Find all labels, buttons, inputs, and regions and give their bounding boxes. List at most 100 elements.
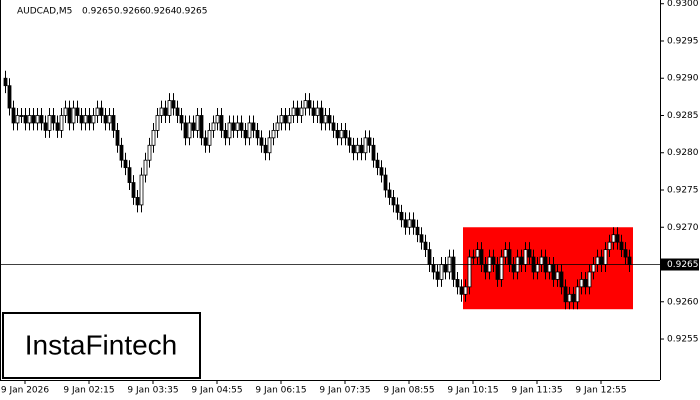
candle-body — [43, 122, 48, 131]
y-tick-label: 0.9255 — [667, 335, 699, 345]
candle-body — [323, 115, 328, 124]
candle-body — [579, 279, 584, 288]
candle-body — [11, 107, 16, 124]
candle-body — [259, 137, 264, 146]
candle-body — [39, 115, 44, 124]
candle-body — [299, 107, 304, 116]
candle-body — [175, 107, 180, 116]
candle-body — [559, 271, 564, 288]
candle-body — [455, 279, 460, 288]
candle-body — [495, 264, 500, 280]
candle-body — [7, 85, 12, 109]
candle-body — [135, 197, 140, 206]
candle-body — [623, 249, 628, 258]
candle-body — [415, 226, 420, 236]
y-tick-label: 0.9295 — [667, 36, 699, 46]
candle-body — [451, 256, 456, 280]
candle-body — [239, 122, 244, 131]
candle-body — [35, 115, 40, 124]
candle-body — [539, 256, 544, 265]
candle-body — [591, 264, 596, 273]
candle-body — [563, 286, 568, 303]
candle-body — [551, 264, 556, 280]
candle-body — [519, 256, 524, 265]
x-tick-label: 9 Jan 11:35 — [511, 386, 562, 396]
candle-body — [367, 137, 372, 146]
candle-body — [463, 286, 468, 295]
y-tick-label: 0.9275 — [667, 186, 699, 196]
candle-body — [583, 279, 588, 288]
candle-body — [67, 107, 72, 124]
candle-body — [159, 107, 164, 116]
candle-body — [359, 144, 364, 154]
current-price-box — [661, 258, 699, 271]
candle-body — [343, 129, 348, 139]
x-tick-label: 9 Jan 03:35 — [127, 386, 178, 396]
candle-body — [187, 122, 192, 139]
candle-body — [215, 115, 220, 124]
candle-body — [87, 115, 92, 124]
candle-body — [291, 107, 296, 116]
candle-body — [191, 122, 196, 131]
candle-body — [151, 129, 156, 146]
candle-body — [371, 144, 376, 161]
candle-body — [503, 249, 508, 258]
candle-body — [119, 144, 124, 161]
candle-body — [459, 286, 464, 295]
candle-body — [23, 115, 28, 124]
candle-body — [3, 77, 8, 87]
candle-body — [407, 219, 412, 228]
candle-body — [103, 115, 108, 124]
candle-body — [347, 137, 352, 146]
candle-body — [183, 122, 188, 139]
candle-body — [315, 107, 320, 116]
candle-body — [327, 115, 332, 124]
candle-body — [511, 264, 516, 273]
candle-body — [139, 174, 144, 206]
candle-body — [571, 293, 576, 303]
candles-layer — [3, 70, 632, 310]
candle-body — [599, 256, 604, 265]
candle-body — [211, 122, 216, 131]
y-tick-label: 0.9280 — [667, 148, 699, 158]
x-tick-label: 9 Jan 04:55 — [191, 386, 242, 396]
candle-body — [399, 211, 404, 221]
candle-body — [99, 107, 104, 116]
candle-body — [147, 144, 152, 161]
candle-body — [467, 256, 472, 288]
candle-body — [91, 115, 96, 124]
candle-body — [567, 293, 572, 303]
candle-body — [63, 107, 68, 116]
candle-body — [19, 115, 24, 117]
candle-body — [131, 182, 136, 198]
candle-body — [243, 129, 248, 139]
candle-body — [479, 249, 484, 265]
candle-body — [267, 137, 272, 154]
x-tick-label: 9 Jan 12:55 — [575, 386, 626, 396]
candle-body — [427, 249, 432, 265]
candle-body — [439, 264, 444, 280]
candle-body — [271, 129, 276, 139]
candle-body — [311, 107, 316, 116]
candle-body — [55, 122, 60, 131]
candle-body — [411, 219, 416, 228]
candle-body — [195, 115, 200, 131]
candle-body — [223, 129, 228, 139]
candle-body — [335, 129, 340, 139]
candle-body — [251, 122, 256, 131]
candle-body — [47, 115, 52, 131]
candle-body — [423, 241, 428, 251]
candle-body — [603, 249, 608, 265]
logo-box — [2, 312, 201, 379]
candle-body — [219, 115, 224, 131]
candle-body — [395, 204, 400, 213]
candle-body — [51, 115, 56, 124]
x-tick-label: 9 Jan 02:15 — [63, 386, 114, 396]
candle-body — [547, 264, 552, 273]
ohlc-low: 0.9264 — [145, 7, 177, 17]
candle-body — [403, 219, 408, 228]
candle-body — [431, 264, 436, 273]
ohlc-high: 0.9266 — [114, 7, 146, 17]
candle-body — [387, 189, 392, 198]
candle-body — [27, 115, 32, 124]
